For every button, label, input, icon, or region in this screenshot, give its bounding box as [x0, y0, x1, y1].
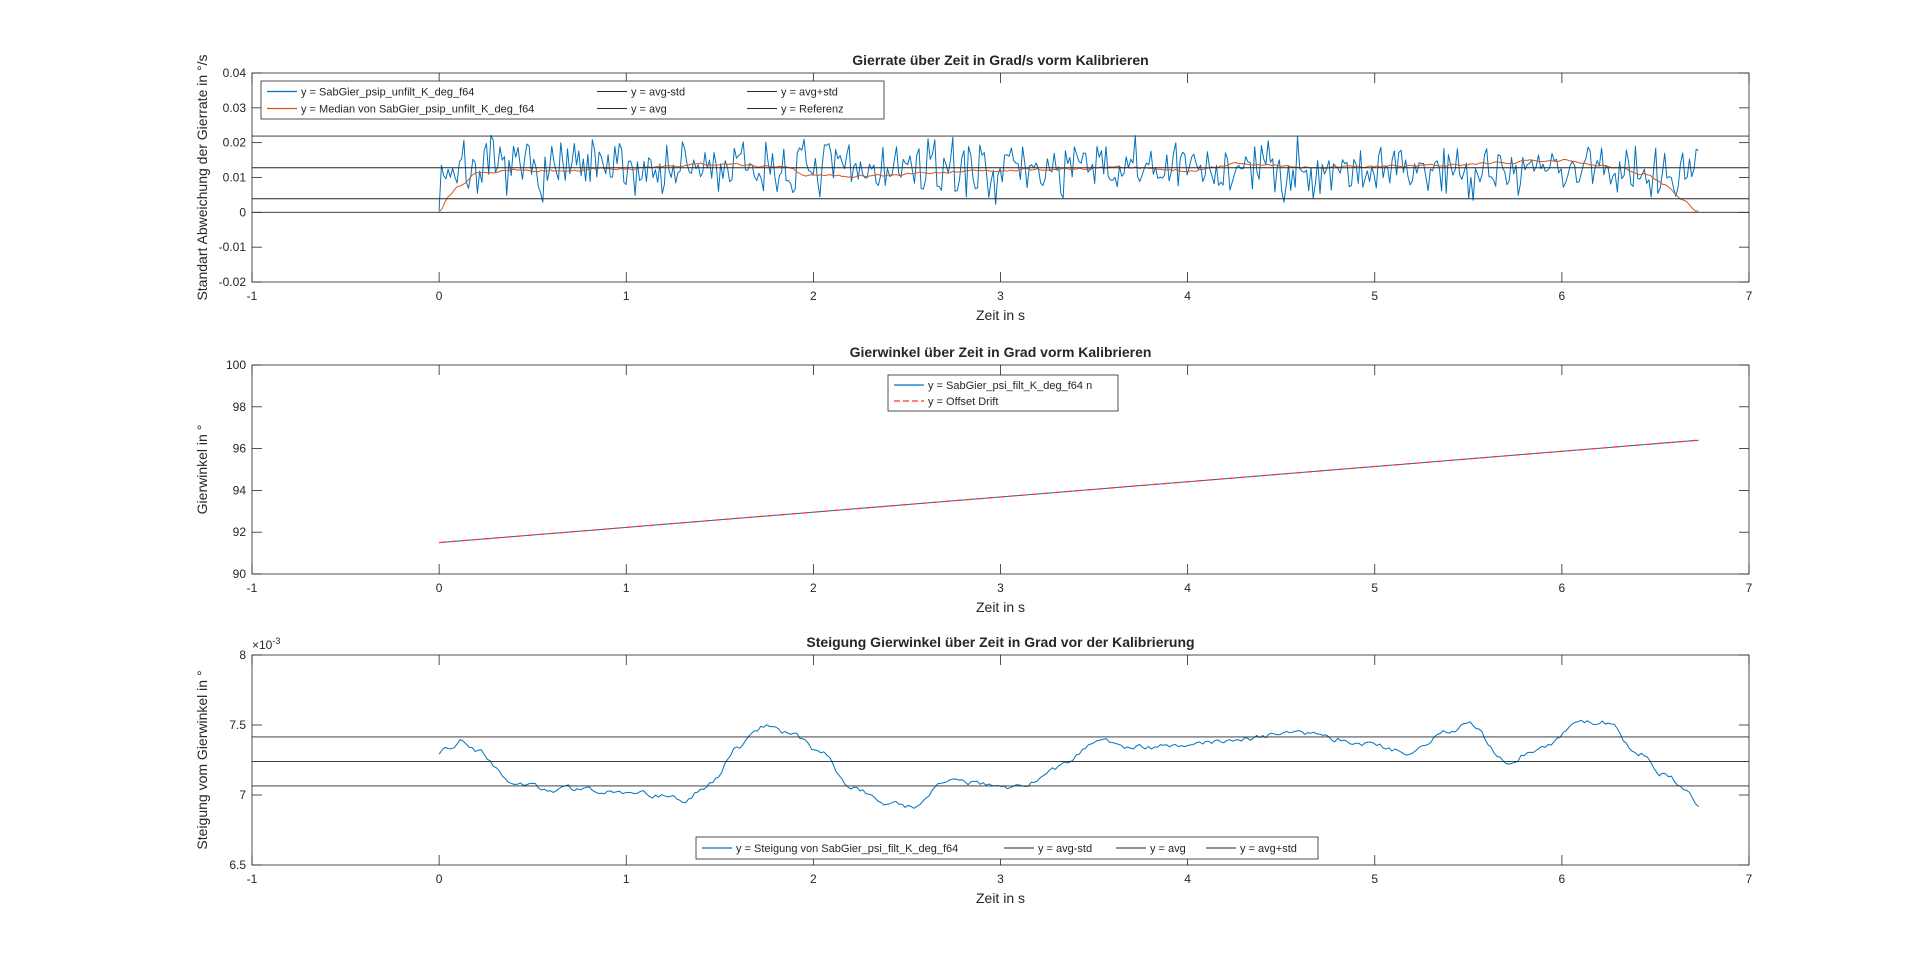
x-tick-label: -1 [247, 289, 258, 303]
y-tick-label: 98 [233, 400, 247, 414]
x-tick-label: 7 [1746, 289, 1753, 303]
x-tick-label: 7 [1746, 872, 1753, 886]
chart-1: -1 0 1 2 3 4 5 6 7 -0.02 -0.01 0 0.01 0.02 0.03 0.04 Gie… [194, 52, 1753, 323]
y-exponent-label: ×10-3 [252, 636, 280, 652]
x-tick-label: 2 [810, 581, 817, 595]
y-tick-label: 0.02 [223, 136, 247, 150]
x-tick-label: 0 [436, 289, 443, 303]
y-tick-label: 90 [233, 567, 247, 581]
chart-title: Steigung Gierwinkel über Zeit in Grad vo… [806, 634, 1194, 650]
y-tick-label: 7 [239, 788, 246, 802]
legend-box [260, 80, 885, 120]
plot-area [252, 655, 1749, 865]
x-tick-label: 4 [1184, 872, 1191, 886]
legend-box [887, 374, 1119, 412]
legend-entry: y = SabGier_psi_filt_K_deg_f64 n [928, 380, 1092, 392]
y-tick-label: 0.03 [223, 101, 247, 115]
legend-entry: y = Referenz [781, 104, 844, 116]
legend-entry: y = avg [631, 104, 667, 116]
x-tick-label: 1 [623, 581, 630, 595]
x-tick-label: 3 [997, 581, 1004, 595]
x-tick-label: 0 [436, 872, 443, 886]
series-group [252, 134, 1749, 213]
x-tick-label: 6 [1559, 289, 1566, 303]
y-tick-label: 94 [233, 483, 247, 497]
series-2-line [439, 439, 1699, 544]
chart-3: -1 0 1 2 3 4 5 6 7 6.5 7 7.5 8 ×10-3 Steigung Gierwink… [194, 634, 1753, 906]
x-tick-label: 5 [1371, 872, 1378, 886]
y-tick-label: 7.5 [229, 718, 246, 732]
y-tick-label: 8 [239, 648, 246, 662]
y-tick-label: -0.02 [219, 275, 247, 289]
y-tick-label: 96 [233, 442, 247, 456]
y-tick-label: -0.01 [219, 240, 247, 254]
chart-title: Gierrate über Zeit in Grad/s vorm Kalibr… [852, 52, 1148, 68]
y-tick-label: 0.04 [223, 66, 247, 80]
y-axis-label: Steigung vom Gierwinkel in ° [194, 670, 210, 849]
y-axis-label: Gierwinkel in ° [194, 425, 210, 515]
x-tick-label: 5 [1371, 581, 1378, 595]
y-tick-label: 0 [239, 205, 246, 219]
x-tick-label: -1 [247, 872, 258, 886]
x-tick-label: 6 [1559, 872, 1566, 886]
legend[interactable]: y = Steigung von SabGier_psi_filt_K_deg_… [695, 836, 1319, 860]
x-tick-label: 2 [810, 289, 817, 303]
series-1-line [438, 719, 1699, 809]
y-tick-label: 6.5 [229, 858, 246, 872]
x-tick-label: 4 [1184, 581, 1191, 595]
x-tick-label: 7 [1746, 581, 1753, 595]
legend-entry: y = Offset Drift [928, 396, 998, 408]
y-tick-label: 0.01 [223, 171, 247, 185]
legend-entry: y = Median von SabGier_psip_unfilt_K_deg… [301, 104, 534, 116]
x-tick-label: 5 [1371, 289, 1378, 303]
legend-entry: y = avg [1150, 843, 1186, 855]
x-tick-label: 1 [623, 872, 630, 886]
x-tick-label: 6 [1559, 581, 1566, 595]
series-2-line [438, 159, 1699, 213]
x-tick-label: 1 [623, 289, 630, 303]
x-axis-label: Zeit in s [976, 890, 1025, 906]
legend-entry: y = avg-std [631, 87, 685, 99]
legend-entry: y = avg+std [781, 87, 838, 99]
chart-2: -1 0 1 2 3 4 5 6 7 90 92 94 96 98 100 Gierwinkel über Z… [194, 344, 1753, 615]
chart-title: Gierwinkel über Zeit in Grad vorm Kalibr… [850, 344, 1152, 360]
y-axis-label: Standart Abweichung der Gierrate in °/s [194, 54, 210, 300]
legend[interactable]: y = SabGier_psi_filt_K_deg_f64 n y = Offs… [887, 374, 1119, 412]
x-tick-label: 3 [997, 289, 1004, 303]
y-tick-label: 100 [226, 358, 246, 372]
series-1-line [438, 134, 1699, 211]
x-tick-label: 2 [810, 872, 817, 886]
legend-entry: y = Steigung von SabGier_psi_filt_K_deg_… [736, 843, 958, 855]
y-tick-label: 92 [233, 525, 247, 539]
x-axis-label: Zeit in s [976, 307, 1025, 323]
legend-entry: y = SabGier_psip_unfilt_K_deg_f64 [301, 87, 474, 99]
x-axis-label: Zeit in s [976, 599, 1025, 615]
series-group [439, 439, 1699, 544]
series-group [252, 719, 1749, 809]
x-tick-label: -1 [247, 581, 258, 595]
legend-entry: y = avg-std [1038, 843, 1092, 855]
x-tick-label: 0 [436, 581, 443, 595]
x-tick-label: 3 [997, 872, 1004, 886]
legend-entry: y = avg+std [1240, 843, 1297, 855]
x-tick-label: 4 [1184, 289, 1191, 303]
